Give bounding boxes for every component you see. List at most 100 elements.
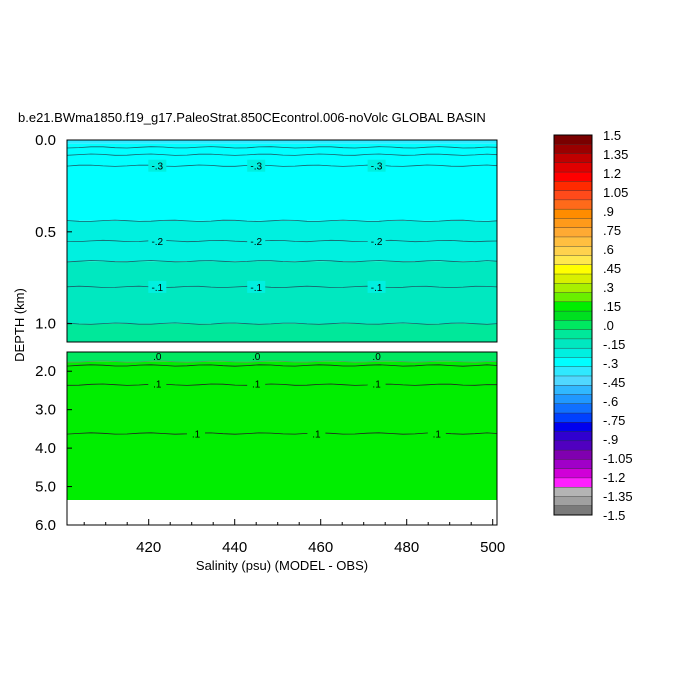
colorbar-label: .3 bbox=[603, 280, 614, 295]
colorbar-label: 1.05 bbox=[603, 185, 628, 200]
colorbar-swatch bbox=[553, 422, 593, 433]
upper-contour-label: -.3 bbox=[250, 162, 262, 173]
colorbar-label: .0 bbox=[603, 318, 614, 333]
colorbar-swatch bbox=[553, 357, 593, 368]
colorbar-swatch bbox=[553, 412, 593, 423]
upper-contour-label: -.3 bbox=[151, 162, 163, 173]
colorbar-swatch bbox=[553, 338, 593, 349]
colorbar-swatch bbox=[553, 227, 593, 238]
lower-contour-label-bg bbox=[247, 377, 266, 390]
colorbar-swatch bbox=[553, 496, 593, 507]
colorbar-swatch bbox=[553, 144, 593, 155]
x-axis: 420 440 460 480 500 bbox=[83, 519, 505, 556]
lower-y-tick-label: 5.0 bbox=[35, 479, 56, 496]
lower-contour-label-bg bbox=[307, 427, 326, 440]
colorbar: 1.5 1.35 1.2 1.05 .9 .75 .6 .45 .3 .15 .0 -.15 -.3 -.… bbox=[553, 128, 633, 523]
colorbar-swatch bbox=[553, 208, 593, 219]
lower-y-tick-label: 3.0 bbox=[35, 402, 56, 419]
upper-contour-label-bg bbox=[367, 159, 386, 172]
upper-contour-label: -.3 bbox=[371, 162, 383, 173]
colorbar-label: -1.35 bbox=[603, 489, 633, 504]
colorbar-swatch bbox=[553, 153, 593, 164]
colorbar-label: 1.5 bbox=[603, 128, 621, 143]
colorbar-swatch bbox=[553, 394, 593, 405]
lower-y-tick-label: 6.0 bbox=[35, 517, 56, 534]
upper-contour-label-bg bbox=[148, 280, 167, 293]
colorbar-label: .6 bbox=[603, 242, 614, 257]
lower-contour-label: .1 bbox=[312, 430, 321, 441]
x-tick-label: 480 bbox=[394, 539, 419, 556]
colorbar-swatch bbox=[553, 246, 593, 256]
upper-y-tick-label: 0.0 bbox=[35, 132, 56, 149]
colorbar-label: -.9 bbox=[603, 432, 618, 447]
upper-contour-label: -.2 bbox=[371, 237, 383, 248]
upper-contour-label-bg bbox=[247, 235, 266, 247]
upper-band bbox=[67, 143, 497, 221]
lower-contour-line bbox=[66, 364, 498, 367]
colorbar-swatch bbox=[553, 134, 593, 145]
colorbar-swatch bbox=[553, 301, 593, 312]
upper-band bbox=[67, 323, 497, 342]
chart-title: b.e21.BWma1850.f19_g17.PaleoStrat.850CEc… bbox=[18, 110, 486, 125]
upper-panel: -.3 -.3 -.3 -.2 -.2 -.2 -.1 -.1 -.1 0.0 0.5 1.0 bbox=[35, 132, 498, 343]
colorbar-swatch bbox=[553, 375, 593, 386]
upper-y-tick-label: 0.5 bbox=[35, 224, 56, 241]
colorbar-swatch bbox=[553, 440, 593, 451]
colorbar-swatch bbox=[553, 283, 593, 294]
lower-contour-line bbox=[66, 432, 498, 435]
colorbar-label: .15 bbox=[603, 299, 621, 314]
colorbar-swatch bbox=[553, 273, 593, 284]
colorbar-swatch bbox=[553, 236, 593, 247]
lower-band bbox=[67, 352, 497, 362]
colorbar-label: .75 bbox=[603, 223, 621, 238]
upper-band bbox=[67, 220, 497, 262]
upper-contour-label-bg bbox=[367, 280, 386, 293]
upper-contour-label-bg bbox=[148, 235, 167, 247]
lower-frame bbox=[66, 351, 498, 526]
colorbar-label: -1.5 bbox=[603, 508, 625, 523]
lower-contour-label: .1 bbox=[153, 380, 162, 391]
colorbar-label: -.15 bbox=[603, 337, 625, 352]
upper-contour-label-bg bbox=[247, 280, 266, 293]
lower-contour-label-bg bbox=[427, 427, 446, 440]
upper-frame bbox=[66, 139, 498, 343]
upper-contour-label-bg bbox=[367, 235, 386, 247]
upper-contour-line bbox=[66, 285, 498, 289]
colorbar-label: -.45 bbox=[603, 375, 625, 390]
x-tick-label: 500 bbox=[480, 539, 505, 556]
upper-contour-label: -.2 bbox=[250, 237, 262, 248]
colorbar-swatch bbox=[553, 459, 593, 470]
colorbar-label: -1.2 bbox=[603, 470, 625, 485]
upper-y-tick-label: 1.0 bbox=[35, 316, 56, 333]
lower-contour-label: .0 bbox=[153, 352, 162, 363]
colorbar-swatch bbox=[553, 255, 593, 266]
x-tick-label: 440 bbox=[222, 539, 247, 556]
upper-band bbox=[67, 140, 497, 144]
upper-contour-line bbox=[66, 239, 498, 243]
colorbar-frame bbox=[553, 134, 593, 516]
x-tick-label: 420 bbox=[136, 539, 161, 556]
y-axis-label: DEPTH (km) bbox=[12, 288, 27, 362]
colorbar-swatch bbox=[553, 403, 593, 414]
colorbar-swatch bbox=[553, 218, 593, 229]
colorbar-swatch bbox=[553, 264, 593, 275]
colorbar-swatch bbox=[553, 468, 593, 479]
colorbar-label: 1.35 bbox=[603, 147, 628, 162]
colorbar-swatch bbox=[553, 320, 593, 331]
lower-panel: .1 .1 .1 .1 .1 .1 2.0 3.0 4.0 5.0 6.0 .0 .0 .0 bbox=[35, 351, 498, 534]
upper-contour-line bbox=[66, 260, 498, 263]
lower-contour-label-bg bbox=[187, 427, 205, 440]
upper-contour-line bbox=[66, 146, 498, 149]
upper-contour-label: -.1 bbox=[371, 283, 383, 294]
upper-contour-label: -.1 bbox=[250, 283, 262, 294]
lower-no-data-area bbox=[67, 500, 497, 525]
colorbar-swatch bbox=[553, 486, 593, 497]
upper-contour-label-bg bbox=[247, 159, 266, 172]
colorbar-swatch bbox=[553, 292, 593, 303]
colorbar-swatch bbox=[553, 347, 593, 358]
lower-contour-label: .1 bbox=[192, 430, 201, 441]
upper-contour-label-bg bbox=[148, 159, 167, 172]
colorbar-label: .45 bbox=[603, 261, 621, 276]
colorbar-swatch bbox=[553, 385, 593, 396]
